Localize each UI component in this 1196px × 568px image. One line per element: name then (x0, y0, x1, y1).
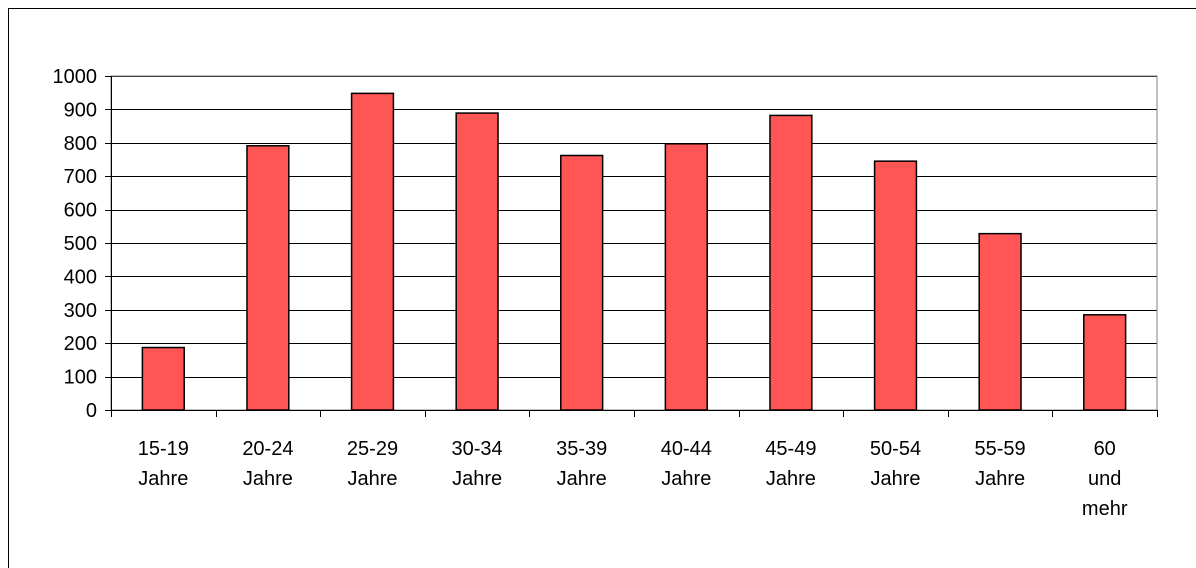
bar-55-59-jahre (978, 232, 1022, 411)
bar-50-54-jahre (873, 160, 918, 411)
bar-35-39-jahre (560, 154, 604, 411)
x-tick-label-7: 50-54 Jahre (870, 438, 921, 490)
x-tick-label-line: Jahre (766, 468, 816, 490)
y-tick-label-600: 600 (64, 200, 97, 222)
x-tick-label-3: 30-34 Jahre (452, 438, 503, 490)
bars (141, 92, 1127, 411)
x-tick-label-line: 50-54 (870, 438, 921, 460)
x-tick-label-line: 45-49 (765, 438, 816, 460)
x-tick-label-line: 60 (1094, 438, 1116, 460)
bar-25-29-jahre (350, 92, 395, 411)
x-tick-label-0: 15-19 Jahre (138, 438, 189, 490)
y-tick-label-300: 300 (64, 300, 97, 322)
x-tick-label-line: 15-19 (138, 438, 189, 460)
y-tick-labels: 0 100 200 300 400 500 600 700 800 900 1000 (53, 66, 98, 422)
y-tick-label-0: 0 (86, 400, 97, 422)
x-tick-label-line: 35-39 (556, 438, 607, 460)
x-tick-labels: 15-19 Jahre 20-24 Jahre 25-29 Jahre 30-34 Jahre… (138, 438, 1128, 520)
x-tick-label-1: 20-24 Jahre (242, 438, 293, 490)
x-tick-label-2: 25-29 Jahre (347, 438, 398, 490)
x-tick-label-line: mehr (1082, 498, 1128, 520)
x-tick-label-line: 30-34 (452, 438, 503, 460)
y-tick-label-200: 200 (64, 333, 97, 355)
y-tick-label-900: 900 (64, 99, 97, 121)
x-tick-label-line: Jahre (138, 468, 188, 490)
x-tick-label-line: Jahre (347, 468, 397, 490)
x-tick-label-line: und (1088, 468, 1121, 490)
x-tick-label-line: Jahre (975, 468, 1025, 490)
bar-40-44-jahre (664, 143, 708, 411)
bar-60-und-mehr (1083, 314, 1127, 411)
bar-30-34-jahre (455, 112, 499, 411)
x-tick-label-line: Jahre (661, 468, 711, 490)
chart-frame (8, 8, 1196, 568)
x-tick-label-line: 55-59 (975, 438, 1026, 460)
y-tick-label-500: 500 (64, 233, 97, 255)
x-tick-label-4: 35-39 Jahre (556, 438, 607, 490)
y-tick-label-800: 800 (64, 133, 97, 155)
x-tick-label-5: 40-44 Jahre (661, 438, 712, 490)
x-tick-label-8: 55-59 Jahre (975, 438, 1026, 490)
x-tick-label-line: 25-29 (347, 438, 398, 460)
x-tick-label-line: Jahre (452, 468, 502, 490)
x-tick-label-6: 45-49 Jahre (765, 438, 816, 490)
axes (105, 76, 1158, 417)
bar-45-49-jahre (769, 114, 813, 411)
bar-20-24-jahre (246, 145, 290, 411)
x-tick-label-line: Jahre (870, 468, 920, 490)
x-tick-label-9: 60 und mehr (1082, 438, 1128, 520)
x-tick-label-line: 20-24 (242, 438, 293, 460)
y-tick-label-100: 100 (64, 367, 97, 389)
y-tick-label-400: 400 (64, 266, 97, 288)
x-tick-label-line: 40-44 (661, 438, 712, 460)
x-tick-label-line: Jahre (557, 468, 607, 490)
y-tick-label-700: 700 (64, 166, 97, 188)
bar-15-19-jahre (141, 346, 185, 411)
y-tick-label-1000: 1000 (53, 66, 98, 88)
x-tick-label-line: Jahre (243, 468, 293, 490)
